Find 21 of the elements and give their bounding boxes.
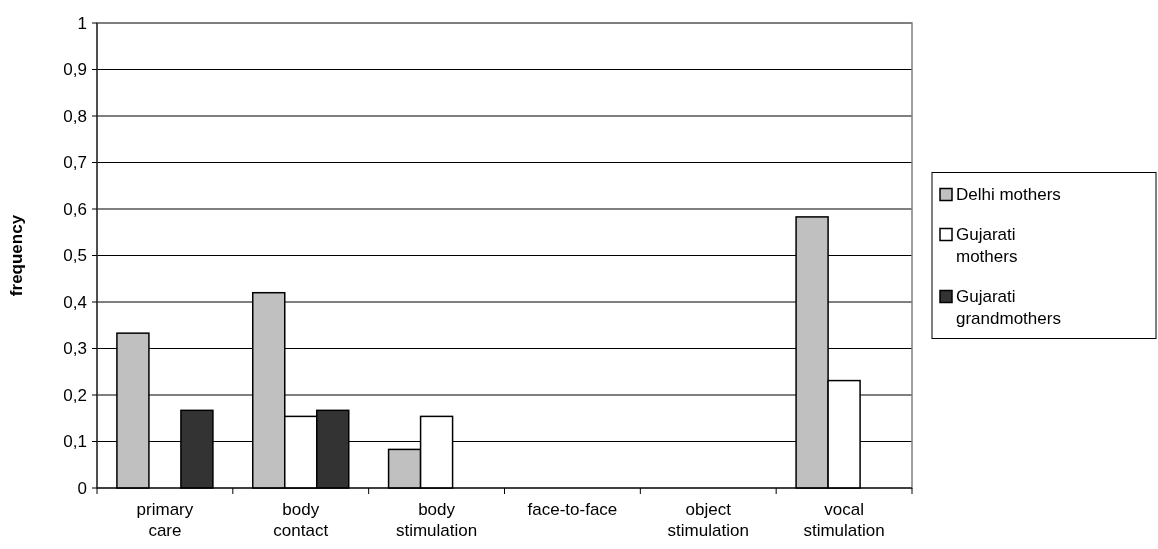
- x-tick-label: face-to-face: [527, 500, 618, 519]
- y-tick-label: 0,9: [63, 60, 87, 80]
- legend-label: Delhi mothers: [956, 184, 1061, 204]
- y-tick-label: 1: [77, 13, 87, 33]
- x-tick-label: body stimulation: [395, 500, 478, 540]
- x-tick-label: object stimulation: [667, 500, 749, 540]
- y-tick-label: 0,7: [63, 153, 87, 173]
- x-tick-label: body contact: [273, 500, 329, 540]
- y-tick-label: 0,3: [63, 339, 87, 359]
- y-tick-label: 0,1: [63, 432, 87, 452]
- x-tick-label: vocal stimulation: [803, 500, 885, 540]
- y-tick-label: 0,4: [63, 292, 87, 312]
- y-tick-label: 0,5: [63, 246, 87, 266]
- y-tick-label: 0,8: [63, 106, 87, 126]
- y-axis-title: frequency: [7, 214, 26, 297]
- legend-label: Gujarati grandmothers: [956, 286, 1061, 328]
- y-tick-label: 0,6: [63, 199, 87, 219]
- y-tick-label: 0,2: [63, 385, 87, 405]
- y-tick-label: 0: [77, 478, 87, 498]
- legend-label: Gujarati mothers: [956, 224, 1018, 266]
- x-tick-label: primary care: [136, 500, 194, 540]
